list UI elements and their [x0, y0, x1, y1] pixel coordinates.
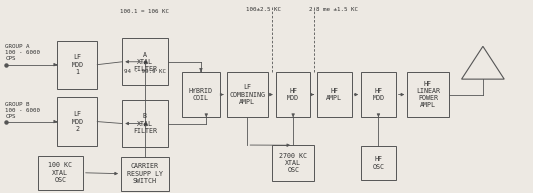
- Text: GROUP B
100 - 6000
CPS: GROUP B 100 - 6000 CPS: [5, 102, 41, 119]
- Bar: [121, 157, 169, 190]
- Bar: [407, 72, 449, 117]
- Bar: [123, 38, 167, 85]
- Text: 100 KC
XTAL
OSC: 100 KC XTAL OSC: [48, 163, 72, 183]
- Text: GROUP A
100 - 6000
CPS: GROUP A 100 - 6000 CPS: [5, 44, 41, 61]
- Text: HF
OSC: HF OSC: [373, 157, 384, 170]
- Text: 2.8 me ±1.5 KC: 2.8 me ±1.5 KC: [309, 7, 358, 12]
- Text: 2700 KC
XTAL
OSC: 2700 KC XTAL OSC: [279, 153, 307, 173]
- Text: HF
AMPL: HF AMPL: [326, 88, 342, 101]
- Text: LF
MOD
2: LF MOD 2: [71, 111, 83, 132]
- Text: 94 - 99.9 KC: 94 - 99.9 KC: [124, 69, 166, 74]
- Text: A
XTAL
FILTER: A XTAL FILTER: [133, 52, 157, 72]
- Bar: [182, 72, 220, 117]
- Bar: [272, 145, 314, 181]
- Bar: [123, 100, 167, 147]
- Bar: [57, 97, 98, 146]
- Text: CARRIER
RESUPP LY
SWITCH: CARRIER RESUPP LY SWITCH: [127, 163, 163, 184]
- Text: B
XTAL
FILTER: B XTAL FILTER: [133, 113, 157, 134]
- Bar: [37, 156, 83, 190]
- Text: LF
MOD
1: LF MOD 1: [71, 54, 83, 75]
- Bar: [361, 72, 395, 117]
- Text: 100.1 = 106 KC: 100.1 = 106 KC: [120, 9, 169, 14]
- Text: HF
LINEAR
POWER
AMPL: HF LINEAR POWER AMPL: [416, 81, 440, 108]
- Text: LF
COMBINING
AMPL: LF COMBINING AMPL: [229, 84, 265, 105]
- Bar: [57, 41, 98, 89]
- Text: 100±2.5 KC: 100±2.5 KC: [246, 7, 281, 12]
- Text: HF
MOD: HF MOD: [287, 88, 299, 101]
- Bar: [227, 72, 268, 117]
- Text: HYBRID
COIL: HYBRID COIL: [189, 88, 213, 101]
- Bar: [361, 146, 395, 180]
- Bar: [276, 72, 310, 117]
- Text: HF
MOD: HF MOD: [373, 88, 384, 101]
- Bar: [317, 72, 352, 117]
